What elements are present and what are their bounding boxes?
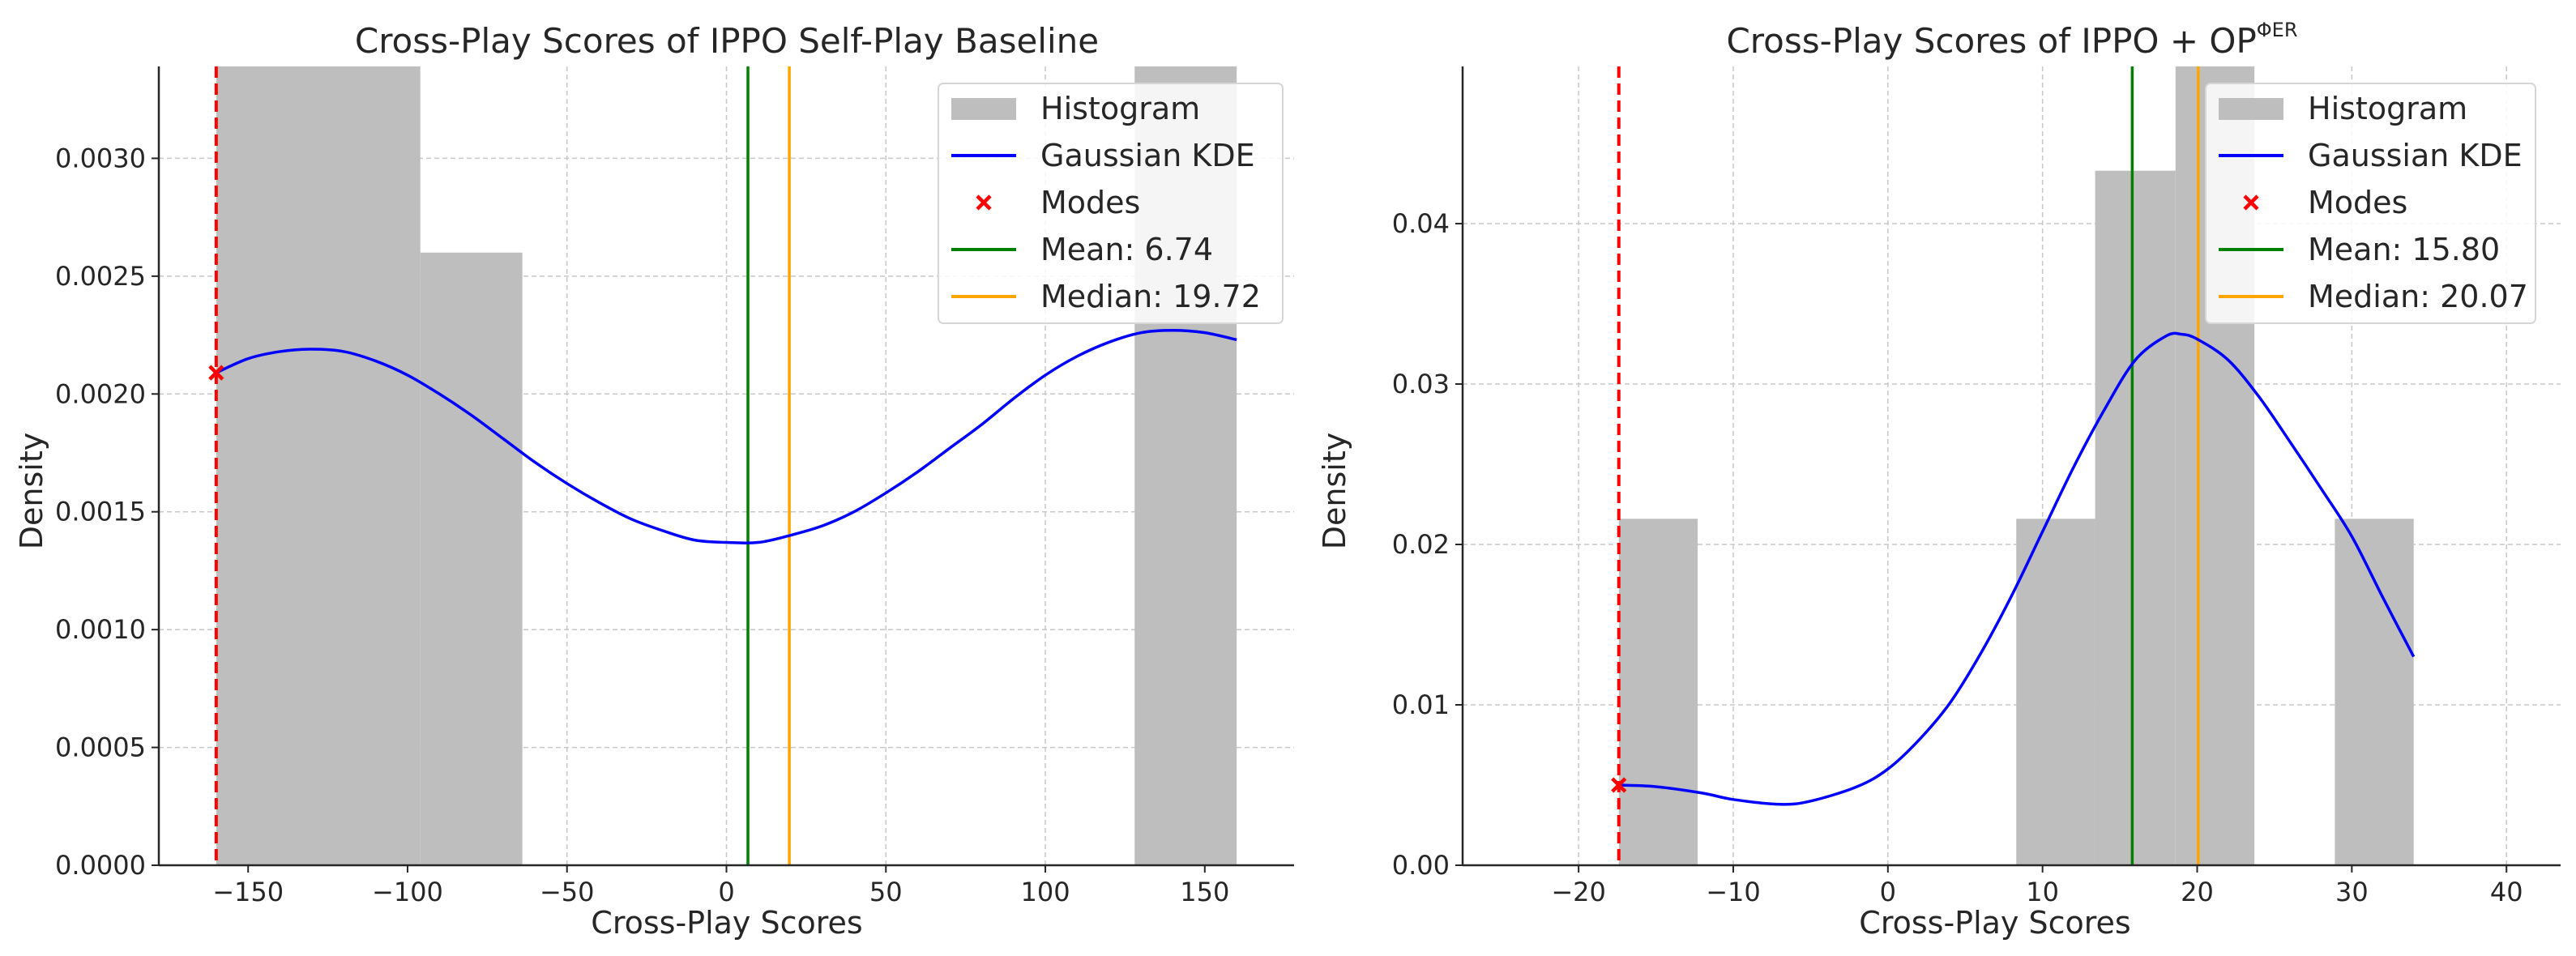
chart-ippo-op: Cross-Play Scores of IPPO + OPΦER Cross-… <box>1317 19 2561 941</box>
legend-label: Gaussian KDE <box>1040 138 1255 173</box>
y-axis-label: Density <box>1317 433 1352 549</box>
legend-label: Histogram <box>2308 91 2467 126</box>
y-tick-label: 0.02 <box>1392 529 1450 560</box>
x-tick-label: 30 <box>2335 877 2369 907</box>
legend-label: Mean: 15.80 <box>2308 232 2500 267</box>
legend-swatch-histogram <box>2219 98 2283 120</box>
legend-box <box>2205 83 2536 324</box>
y-tick-label: 0.04 <box>1392 208 1450 239</box>
histogram-bar <box>1618 519 1698 865</box>
x-tick-label: 50 <box>869 877 903 907</box>
y-tick-label: 0.01 <box>1392 689 1450 720</box>
y-tick-label: 0.0025 <box>55 261 146 292</box>
chart-title: Cross-Play Scores of IPPO Self-Play Base… <box>355 21 1099 61</box>
x-tick-label: −10 <box>1706 877 1761 907</box>
legend-label: Mean: 6.74 <box>1040 232 1213 267</box>
x-tick-label: 0 <box>1880 877 1896 907</box>
legend-label: Modes <box>2308 185 2407 220</box>
x-tick-label: 20 <box>2181 877 2214 907</box>
plot-area <box>214 66 1237 865</box>
y-tick-label: 0.0015 <box>55 497 146 527</box>
legend-label: Modes <box>1040 185 1140 220</box>
legend-swatch-mode <box>2243 194 2259 211</box>
x-tick-label: 100 <box>1021 877 1070 907</box>
y-tick-label: 0.0030 <box>55 143 146 173</box>
kde-curve <box>216 329 1237 545</box>
legend: Histogram Gaussian KDE Modes Mean: 15.80 Med… <box>2205 83 2536 324</box>
y-tick-label: 0.0000 <box>55 850 146 881</box>
x-tick-label: 0 <box>718 877 734 907</box>
chart-title: Cross-Play Scores of IPPO + OPΦER <box>1726 19 2297 61</box>
y-tick-label: 0.0020 <box>55 378 146 409</box>
legend-box <box>938 83 1284 324</box>
y-tick-label: 0.03 <box>1392 369 1450 399</box>
x-tick-label: 40 <box>2490 877 2523 907</box>
legend: Histogram Gaussian KDE Modes Mean: 6.74 Medi… <box>938 83 1284 324</box>
legend-label: Gaussian KDE <box>2308 138 2523 173</box>
x-tick-label: −100 <box>372 877 443 907</box>
mode-marker <box>208 365 224 381</box>
y-tick-label: 0.0005 <box>55 732 146 763</box>
x-axis-label: Cross-Play Scores <box>591 905 862 941</box>
x-tick-label: −150 <box>212 877 284 907</box>
legend-swatch-mode <box>976 194 992 211</box>
x-tick-label: −50 <box>540 877 595 907</box>
legend-swatch-histogram <box>951 98 1016 120</box>
legend-label: Histogram <box>1040 91 1200 126</box>
y-tick-label: 0.0010 <box>55 614 146 645</box>
histogram-bar <box>420 252 523 865</box>
chart-title-superscript: ΦER <box>2257 19 2298 41</box>
legend-label: Median: 20.07 <box>2308 279 2528 314</box>
histogram-bar <box>216 66 421 865</box>
chart-title-main: Cross-Play Scores of IPPO + OP <box>1726 21 2256 61</box>
x-axis-label: Cross-Play Scores <box>1859 905 2130 941</box>
y-tick-label: 0.00 <box>1392 850 1450 881</box>
chart-ippo-self-play: Cross-Play Scores of IPPO Self-Play Base… <box>14 21 1294 941</box>
kde-curve <box>1618 331 2416 806</box>
histogram-bar <box>2095 170 2176 865</box>
x-tick-label: 10 <box>2026 877 2059 907</box>
mode-marker <box>1611 777 1627 793</box>
x-tick-label: 150 <box>1180 877 1229 907</box>
y-axis-label: Density <box>14 433 49 549</box>
histogram-bar <box>2335 519 2414 865</box>
legend-label: Median: 19.72 <box>1040 279 1261 314</box>
x-tick-label: −20 <box>1551 877 1606 907</box>
histogram-bar <box>2016 519 2095 865</box>
